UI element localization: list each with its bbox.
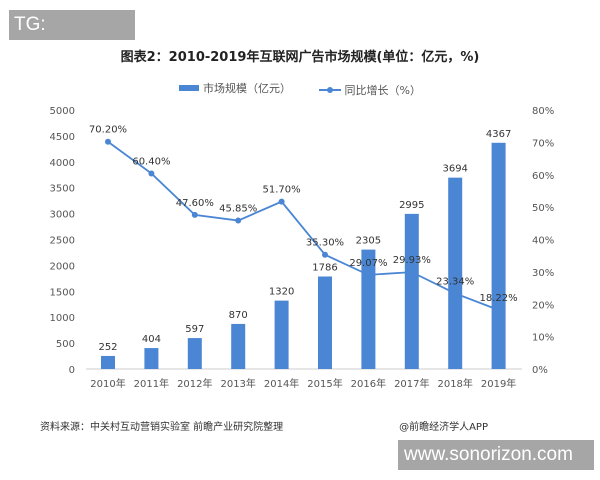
y-right-tick-label: 80% — [532, 106, 554, 117]
growth-value-label: 29.07% — [349, 258, 387, 269]
y-right-tick-label: 40% — [532, 236, 554, 247]
bar-value-label: 2305 — [356, 236, 381, 247]
y-left-tick-label: 0 — [69, 365, 75, 376]
x-tick-label: 2012年 — [177, 377, 212, 390]
bar-value-label: 252 — [98, 342, 117, 353]
x-tick-label: 2015年 — [307, 377, 342, 390]
x-tick-label: 2013年 — [220, 377, 255, 390]
bar — [404, 213, 419, 369]
bar-value-label: 2995 — [399, 200, 424, 211]
y-right-tick-label: 30% — [532, 268, 554, 279]
y-right-tick-label: 10% — [532, 333, 554, 344]
legend-line: 同比增长（%） — [318, 82, 421, 98]
y-right-tick-label: 20% — [532, 300, 554, 311]
y-right-tick-label: 70% — [532, 138, 554, 149]
growth-point — [322, 251, 328, 258]
chart-title: 图表2：2010-2019年互联网广告市场规模(单位：亿元，%) — [120, 50, 480, 65]
growth-point — [495, 307, 502, 314]
growth-value-label: 23.34% — [436, 276, 474, 287]
y-left-tick-label: 3500 — [50, 184, 75, 195]
y-left-tick-label: 3000 — [50, 210, 75, 221]
growth-value-label: 51.70% — [263, 185, 301, 196]
growth-point — [191, 211, 198, 218]
y-left-tick-label: 5000 — [50, 106, 75, 117]
y-left-tick-label: 4000 — [50, 158, 75, 169]
x-tick-label: 2014年 — [264, 377, 299, 390]
watermark-top: TG: MYYJJPP — [9, 10, 135, 65]
bar-value-label: 870 — [229, 310, 248, 321]
bar — [361, 249, 376, 369]
y-right-tick-label: 50% — [532, 203, 554, 214]
growth-point — [235, 217, 242, 224]
bar-value-label: 404 — [142, 334, 161, 345]
growth-point — [105, 138, 111, 145]
x-tick-label: 2017年 — [394, 377, 429, 390]
growth-line — [107, 141, 499, 311]
growth-value-label: 70.20% — [89, 125, 127, 136]
legend: 市场规模（亿元） 同比增长（%） — [0, 80, 600, 98]
legend-line-label: 同比增长（%） — [344, 84, 421, 97]
growth-point — [278, 198, 285, 205]
x-tick-label: 2011年 — [134, 377, 169, 390]
y-left-tick-label: 1000 — [50, 313, 75, 324]
x-tick-label: 2019年 — [481, 377, 516, 390]
bar — [187, 338, 202, 369]
bar — [491, 142, 506, 369]
bar — [101, 355, 115, 369]
legend-line-swatch — [318, 87, 341, 93]
bar — [448, 177, 463, 369]
growth-value-label: 35.30% — [306, 238, 344, 249]
growth-point — [452, 290, 459, 297]
growth-value-label: 18.22% — [480, 293, 518, 304]
bar — [274, 300, 289, 369]
bar — [144, 348, 159, 369]
bar-value-label: 597 — [185, 324, 204, 335]
growth-point — [408, 269, 415, 276]
brand-credit: @前瞻经济学人APP — [399, 422, 488, 433]
y-left-tick-label: 2500 — [50, 236, 75, 247]
growth-value-label: 45.85% — [219, 204, 257, 215]
growth-value-label: 47.60% — [176, 198, 214, 209]
legend-bar: 市场规模（亿元） — [179, 80, 291, 96]
watermark-bottom: www.sonorizon.com — [398, 440, 594, 470]
y-left-tick-label: 4500 — [50, 132, 75, 143]
bar — [318, 276, 332, 369]
legend-bar-label: 市场规模（亿元） — [203, 82, 292, 95]
y-left-tick-label: 2000 — [50, 261, 75, 272]
bar-value-label: 1320 — [269, 287, 294, 298]
growth-value-label: 29.93% — [393, 255, 431, 266]
growth-point — [365, 271, 372, 278]
bar-value-label: 4367 — [486, 129, 511, 140]
y-right-tick-label: 60% — [532, 171, 554, 182]
source-note: 资料来源：中关村互动营销实验室 前瞻产业研究院整理 — [40, 422, 284, 433]
bar-value-label: 1786 — [312, 262, 337, 273]
bar — [231, 323, 246, 369]
y-left-tick-label: 1500 — [50, 287, 75, 298]
y-left-tick-label: 500 — [56, 339, 75, 350]
x-tick-label: 2016年 — [351, 377, 386, 390]
x-tick-label: 2010年 — [90, 377, 125, 390]
legend-bar-swatch — [179, 85, 200, 91]
growth-value-label: 60.40% — [132, 156, 170, 167]
bar-value-label: 3694 — [442, 164, 467, 175]
x-tick-label: 2018年 — [437, 377, 472, 390]
growth-point — [148, 170, 155, 177]
y-right-tick-label: 0% — [532, 365, 548, 376]
